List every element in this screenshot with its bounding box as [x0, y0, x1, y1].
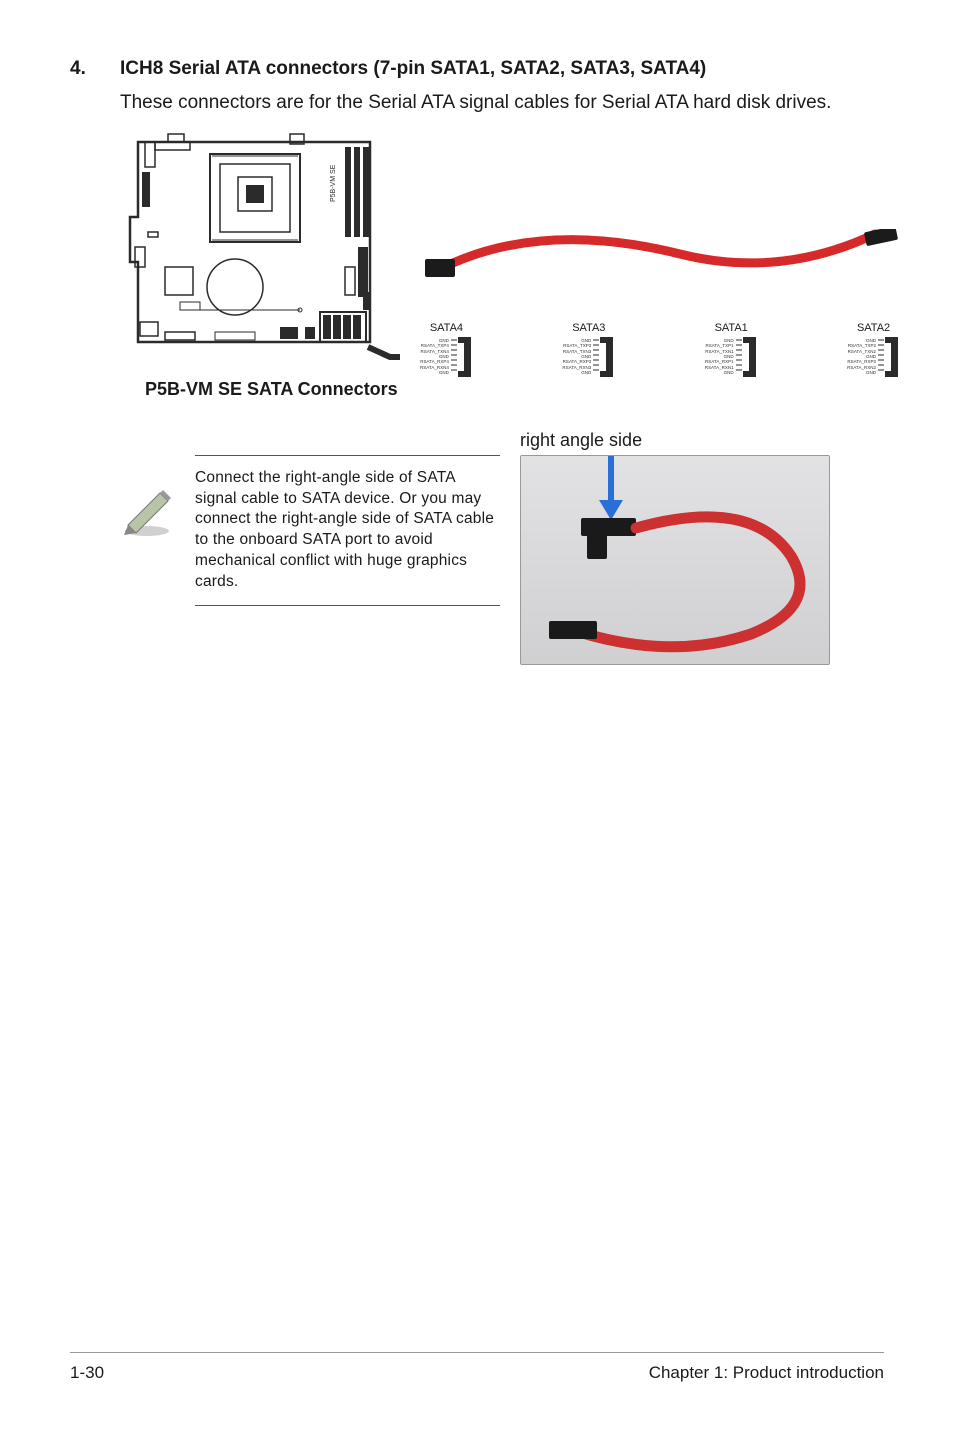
pin-labels: GNDRSATA_TXP2RSATA_TXN2GNDRSATA_RXP2RSAT…: [847, 338, 876, 376]
sata-connector-icon: [451, 337, 473, 377]
sata-port-sata3: SATA3 GNDRSATA_TXP3RSATA_TXN3GNDRSATA_RXP…: [562, 322, 615, 377]
sata-pins: GNDRSATA_TXP3RSATA_TXN3GNDRSATA_RXP3RSAT…: [562, 337, 615, 377]
sata-pins: GNDRSATA_TXP2RSATA_TXN2GNDRSATA_RXP2RSAT…: [847, 337, 900, 377]
pin-labels: GNDRSATA_TXP3RSATA_TXN3GNDRSATA_RXP3RSAT…: [562, 338, 591, 376]
sata-connectors-row: SATA4 GNDRSATA_TXP4RSATA_TXN4GNDRSATA_RXP…: [420, 322, 900, 377]
pin-labels: GNDRSATA_TXP4RSATA_TXN4GNDRSATA_RXP4RSAT…: [420, 338, 449, 376]
chapter-label: Chapter 1: Product introduction: [649, 1363, 884, 1383]
board-side-label: P5B-VM SE: [330, 164, 337, 202]
pin-labels: GNDRSATA_TXP1RSATA_TXN1GNDRSATA_RXP1RSAT…: [705, 338, 734, 376]
sata-detail-diagram: SATA4 GNDRSATA_TXP4RSATA_TXN4GNDRSATA_RXP…: [420, 132, 900, 377]
sata-port-sata2: SATA2 GNDRSATA_TXP2RSATA_TXN2GNDRSATA_RXP…: [847, 322, 900, 377]
section-number: 4.: [70, 58, 92, 80]
sata-connector-icon: [736, 337, 758, 377]
cable-photo: [520, 455, 830, 665]
note-row: Connect the right-angle side of SATA sig…: [120, 455, 884, 665]
pencil-icon-cell: [120, 455, 175, 543]
sata-port-sata4: SATA4 GNDRSATA_TXP4RSATA_TXN4GNDRSATA_RXP…: [420, 322, 473, 377]
sata-port-label: SATA1: [715, 322, 748, 334]
board-caption: P5B-VM SE SATA Connectors: [145, 379, 884, 400]
section-heading: 4. ICH8 Serial ATA connectors (7-pin SAT…: [70, 58, 884, 80]
sata-cable-illustration: [420, 219, 900, 314]
sata-port-label: SATA4: [430, 322, 463, 334]
sata-connector-icon: [593, 337, 615, 377]
sata-port-label: SATA2: [857, 322, 890, 334]
sata-port-label: SATA3: [572, 322, 605, 334]
pin-label: GND: [866, 370, 876, 375]
page-footer: 1-30 Chapter 1: Product introduction: [70, 1352, 884, 1383]
pencil-icon: [120, 483, 175, 538]
note-photo-cell: [520, 455, 830, 665]
sata-connector-icon: [878, 337, 900, 377]
sata-block-on-board: [320, 312, 366, 342]
pin-label: GND: [724, 370, 734, 375]
note-text-cell: Connect the right-angle side of SATA sig…: [195, 455, 500, 607]
board-diagram-wrap: P5B-VM SE: [120, 132, 400, 377]
right-angle-title: right angle side: [520, 430, 884, 451]
sata-pins: GNDRSATA_TXP4RSATA_TXN4GNDRSATA_RXP4RSAT…: [420, 337, 473, 377]
section-title: ICH8 Serial ATA connectors (7-pin SATA1,…: [120, 58, 706, 80]
diagram-row: P5B-VM SE: [120, 132, 884, 377]
pin-label: GND: [439, 370, 449, 375]
motherboard-diagram: P5B-VM SE: [120, 132, 400, 372]
pin-label: GND: [581, 370, 591, 375]
page-number: 1-30: [70, 1363, 104, 1383]
note-text: Connect the right-angle side of SATA sig…: [195, 468, 500, 594]
section-body: These connectors are for the Serial ATA …: [120, 90, 884, 116]
sata-port-sata1: SATA1 GNDRSATA_TXP1RSATA_TXN1GNDRSATA_RXP…: [705, 322, 758, 377]
sata-pins: GNDRSATA_TXP1RSATA_TXN1GNDRSATA_RXP1RSAT…: [705, 337, 758, 377]
